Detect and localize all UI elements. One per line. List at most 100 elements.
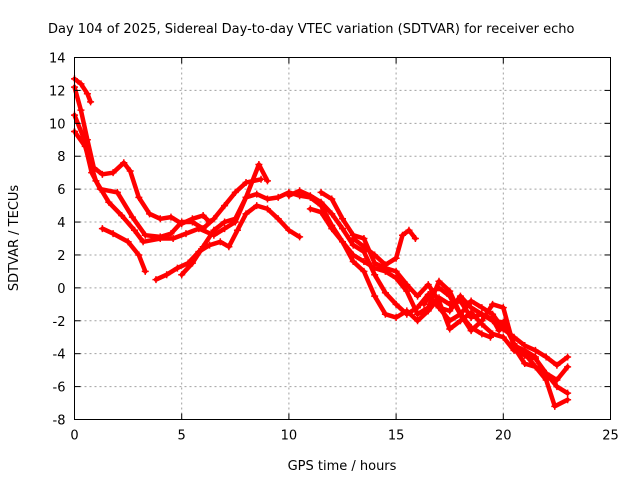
data-point-track-h	[349, 241, 357, 249]
data-point-track-l	[489, 315, 497, 323]
data-point-track-g	[210, 226, 218, 234]
data-point-track-g	[349, 258, 357, 266]
data-point-track-m	[429, 287, 437, 295]
series-line-track-h	[286, 188, 570, 368]
data-point-track-l	[446, 307, 454, 315]
data-point-track-l	[510, 341, 518, 349]
data-point-track-g	[274, 193, 282, 201]
data-point-track-g	[414, 317, 422, 325]
data-point-track-c	[210, 215, 218, 223]
data-point-track-j	[424, 281, 432, 289]
data-point-track-i	[521, 360, 529, 368]
x-tick-label: 5	[178, 429, 186, 444]
data-point-track-g	[242, 193, 250, 201]
data-point-track-h	[542, 353, 550, 361]
data-point-track-l	[531, 353, 539, 361]
data-point-track-j	[456, 317, 464, 325]
series-line-track-k	[350, 228, 418, 268]
data-point-track-g	[188, 259, 196, 267]
data-point-track-g	[381, 310, 389, 318]
data-point-track-j	[328, 195, 336, 203]
data-point-track-h	[296, 187, 304, 195]
y-tick-label: -6	[53, 381, 66, 396]
data-point-track-d	[263, 177, 271, 185]
data-point-track-h	[403, 310, 411, 318]
data-point-track-h	[392, 300, 400, 308]
y-tick-label: 10	[49, 117, 66, 132]
series-line-track-a	[72, 76, 93, 105]
data-point-track-d	[169, 235, 177, 242]
data-point-track-f	[173, 264, 181, 272]
data-point-track-i	[339, 238, 346, 246]
data-point-track-k	[371, 251, 379, 259]
y-tick-label: 4	[57, 216, 65, 231]
data-point-track-f	[253, 202, 261, 210]
data-point-track-i	[403, 287, 411, 295]
data-point-track-m	[420, 300, 428, 308]
data-point-track-c	[167, 230, 175, 238]
data-point-track-i	[553, 383, 561, 391]
data-point-track-g	[564, 363, 572, 371]
data-point-track-f	[216, 238, 224, 246]
data-point-track-f	[206, 241, 214, 249]
data-point-track-d	[81, 142, 89, 150]
data-point-track-i	[414, 310, 422, 318]
data-point-track-m	[435, 284, 443, 292]
data-point-track-j	[435, 297, 443, 305]
data-point-track-j	[371, 259, 379, 267]
data-point-track-e	[98, 225, 106, 233]
data-point-track-c	[257, 175, 265, 183]
data-point-track-j	[551, 402, 559, 410]
data-point-track-f	[263, 205, 271, 213]
data-point-track-m	[456, 310, 464, 318]
data-point-track-a	[83, 90, 91, 98]
data-point-track-g	[178, 271, 186, 279]
data-point-track-j	[392, 267, 400, 275]
data-point-track-f	[285, 226, 293, 234]
data-point-track-d	[156, 235, 164, 242]
y-tick-label: -2	[53, 315, 66, 330]
data-point-track-b	[146, 210, 154, 218]
data-point-track-m	[467, 323, 475, 331]
data-point-track-d	[131, 226, 139, 234]
chart-title: Day 104 of 2025, Sidereal Day-to-day VTE…	[48, 22, 575, 37]
data-point-track-h	[306, 192, 314, 200]
data-point-track-j	[542, 376, 550, 384]
data-point-track-a	[77, 80, 85, 88]
data-point-track-d	[118, 211, 126, 219]
data-point-track-l	[435, 304, 443, 312]
y-axis-label: SDTVAR / TECUs	[7, 185, 22, 292]
data-point-track-f	[152, 276, 160, 284]
data-point-track-g	[199, 243, 207, 251]
data-point-track-k	[399, 231, 407, 239]
y-tick-label: 0	[57, 282, 65, 297]
data-point-track-j	[446, 325, 454, 333]
data-series	[71, 75, 572, 410]
data-point-track-f	[296, 233, 304, 241]
data-point-track-i	[360, 258, 368, 266]
data-point-track-i	[328, 225, 336, 233]
data-point-track-c	[128, 213, 136, 221]
data-point-track-l	[495, 327, 503, 335]
data-point-track-i	[424, 304, 432, 312]
data-point-track-k	[405, 226, 413, 234]
x-tick-label: 25	[602, 429, 619, 444]
data-point-track-b	[109, 169, 117, 177]
data-point-track-e	[109, 230, 117, 238]
data-point-track-j	[317, 188, 325, 196]
data-point-track-j	[414, 292, 422, 300]
data-point-track-k	[349, 235, 357, 242]
data-point-track-b	[135, 193, 143, 201]
x-tick-label: 20	[495, 429, 512, 444]
data-point-track-k	[411, 235, 419, 242]
data-point-track-c	[242, 179, 250, 187]
data-point-track-h	[328, 210, 336, 218]
data-point-track-c	[141, 231, 149, 239]
data-point-track-k	[392, 254, 400, 262]
data-point-track-c	[113, 188, 121, 196]
y-tick-label: 6	[57, 183, 65, 198]
data-point-track-i	[542, 369, 550, 377]
x-axis-label: GPS time / hours	[288, 459, 397, 474]
plot-frame	[74, 57, 611, 420]
